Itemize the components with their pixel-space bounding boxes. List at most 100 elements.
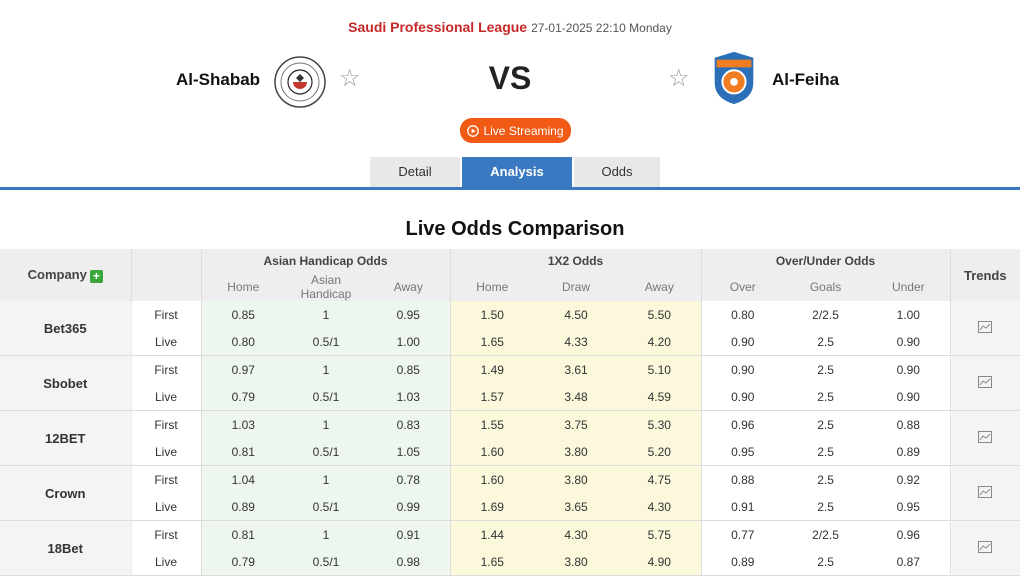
ah-odds-cell[interactable]: 0.79 [200, 548, 285, 576]
x12-odds-cell[interactable]: 5.20 [618, 438, 702, 466]
ah-odds-cell[interactable]: 0.85 [200, 301, 285, 328]
ou-odds-cell[interactable]: 0.95 [867, 493, 951, 521]
ou-odds-cell[interactable]: 0.87 [867, 548, 951, 576]
chart-icon[interactable] [978, 430, 993, 443]
ah-odds-cell[interactable]: 0.78 [367, 465, 451, 493]
ou-odds-cell[interactable]: 2.5 [784, 493, 868, 521]
ou-odds-cell[interactable]: 1.00 [867, 301, 951, 328]
x12-odds-cell[interactable]: 4.20 [618, 328, 702, 356]
ah-odds-cell[interactable]: 1 [285, 301, 367, 328]
ou-odds-cell[interactable]: 0.90 [700, 355, 785, 383]
x12-odds-cell[interactable]: 3.80 [534, 438, 619, 466]
home-team-name[interactable]: Al-Shabab [176, 70, 261, 89]
x12-odds-cell[interactable]: 4.33 [534, 328, 619, 356]
x12-odds-cell[interactable]: 1.55 [449, 410, 535, 438]
ou-odds-cell[interactable]: 0.89 [700, 548, 785, 576]
tab-detail[interactable]: Detail [370, 157, 460, 187]
ah-odds-cell[interactable]: 1.03 [367, 383, 451, 411]
x12-odds-cell[interactable]: 1.44 [449, 520, 535, 548]
x12-odds-cell[interactable]: 4.90 [618, 548, 702, 576]
ah-odds-cell[interactable]: 0.80 [200, 328, 285, 356]
ah-odds-cell[interactable]: 1 [285, 520, 367, 548]
ou-odds-cell[interactable]: 0.88 [700, 465, 785, 493]
ah-odds-cell[interactable]: 1 [285, 465, 367, 493]
ah-odds-cell[interactable]: 1 [285, 355, 367, 383]
ou-odds-cell[interactable]: 0.90 [867, 328, 951, 356]
tab-odds[interactable]: Odds [574, 157, 660, 187]
ah-odds-cell[interactable]: 0.83 [367, 410, 451, 438]
ou-odds-cell[interactable]: 0.88 [867, 410, 951, 438]
ou-odds-cell[interactable]: 2/2.5 [784, 301, 868, 328]
x12-odds-cell[interactable]: 1.50 [449, 301, 535, 328]
ou-odds-cell[interactable]: 2.5 [784, 383, 868, 411]
chart-icon[interactable] [978, 540, 993, 553]
x12-odds-cell[interactable]: 3.65 [534, 493, 619, 521]
x12-odds-cell[interactable]: 4.59 [618, 383, 702, 411]
away-team-name[interactable]: Al-Feiha [772, 70, 840, 89]
ah-odds-cell[interactable]: 0.97 [200, 355, 285, 383]
x12-odds-cell[interactable]: 5.75 [618, 520, 702, 548]
ah-odds-cell[interactable]: 0.81 [200, 520, 285, 548]
x12-odds-cell[interactable]: 1.49 [449, 355, 535, 383]
ou-odds-cell[interactable]: 0.96 [700, 410, 785, 438]
ou-odds-cell[interactable]: 2/2.5 [784, 520, 868, 548]
x12-odds-cell[interactable]: 4.30 [534, 520, 619, 548]
ah-odds-cell[interactable]: 0.5/1 [285, 438, 367, 466]
ou-odds-cell[interactable]: 0.96 [867, 520, 951, 548]
chart-icon[interactable] [978, 320, 993, 333]
ou-odds-cell[interactable]: 0.90 [700, 383, 785, 411]
tab-analysis[interactable]: Analysis [462, 157, 572, 187]
ah-odds-cell[interactable]: 1.04 [200, 465, 285, 493]
ou-odds-cell[interactable]: 2.5 [784, 548, 868, 576]
league-link[interactable]: Saudi Professional League [348, 19, 528, 35]
ou-odds-cell[interactable]: 0.89 [867, 438, 951, 466]
x12-odds-cell[interactable]: 1.69 [449, 493, 535, 521]
ah-odds-cell[interactable]: 1.03 [200, 410, 285, 438]
ou-odds-cell[interactable]: 2.5 [784, 465, 868, 493]
x12-odds-cell[interactable]: 3.75 [534, 410, 619, 438]
x12-odds-cell[interactable]: 3.48 [534, 383, 619, 411]
x12-odds-cell[interactable]: 1.65 [449, 328, 535, 356]
ah-odds-cell[interactable]: 0.85 [367, 355, 451, 383]
company-name[interactable]: 12BET [0, 410, 131, 466]
company-name[interactable]: Sbobet [0, 355, 131, 411]
ah-odds-cell[interactable]: 0.98 [367, 548, 451, 576]
x12-odds-cell[interactable]: 5.10 [618, 355, 702, 383]
ah-odds-cell[interactable]: 0.5/1 [285, 493, 367, 521]
ah-odds-cell[interactable]: 0.5/1 [285, 328, 367, 356]
ou-odds-cell[interactable]: 0.91 [700, 493, 785, 521]
home-favorite-star-icon[interactable]: ☆ [339, 65, 361, 92]
ou-odds-cell[interactable]: 0.92 [867, 465, 951, 493]
ou-odds-cell[interactable]: 2.5 [784, 328, 868, 356]
x12-odds-cell[interactable]: 4.30 [618, 493, 702, 521]
x12-odds-cell[interactable]: 1.57 [449, 383, 535, 411]
x12-odds-cell[interactable]: 1.65 [449, 548, 535, 576]
ah-odds-cell[interactable]: 0.81 [200, 438, 285, 466]
ah-odds-cell[interactable]: 1.00 [367, 328, 451, 356]
ah-odds-cell[interactable]: 0.95 [367, 301, 451, 328]
chart-icon[interactable] [978, 485, 993, 498]
x12-odds-cell[interactable]: 1.60 [449, 465, 535, 493]
company-name[interactable]: Bet365 [0, 301, 131, 356]
ah-odds-cell[interactable]: 0.5/1 [285, 548, 367, 576]
ah-odds-cell[interactable]: 0.99 [367, 493, 451, 521]
ah-odds-cell[interactable]: 0.91 [367, 520, 451, 548]
x12-odds-cell[interactable]: 3.80 [534, 548, 619, 576]
x12-odds-cell[interactable]: 3.80 [534, 465, 619, 493]
ou-odds-cell[interactable]: 2.5 [784, 355, 868, 383]
x12-odds-cell[interactable]: 5.30 [618, 410, 702, 438]
plus-icon[interactable]: + [89, 269, 103, 283]
company-name[interactable]: 18Bet [0, 520, 131, 576]
ou-odds-cell[interactable]: 0.80 [700, 301, 785, 328]
company-name[interactable]: Crown [0, 465, 131, 521]
away-favorite-star-icon[interactable]: ☆ [668, 65, 690, 92]
x12-odds-cell[interactable]: 5.50 [618, 301, 702, 328]
chart-icon[interactable] [978, 375, 993, 388]
x12-odds-cell[interactable]: 1.60 [449, 438, 535, 466]
ou-odds-cell[interactable]: 0.90 [700, 328, 785, 356]
live-streaming-button[interactable]: Live Streaming [460, 118, 571, 143]
ou-odds-cell[interactable]: 0.90 [867, 355, 951, 383]
ou-odds-cell[interactable]: 2.5 [784, 438, 868, 466]
x12-odds-cell[interactable]: 3.61 [534, 355, 619, 383]
ah-odds-cell[interactable]: 1.05 [367, 438, 451, 466]
